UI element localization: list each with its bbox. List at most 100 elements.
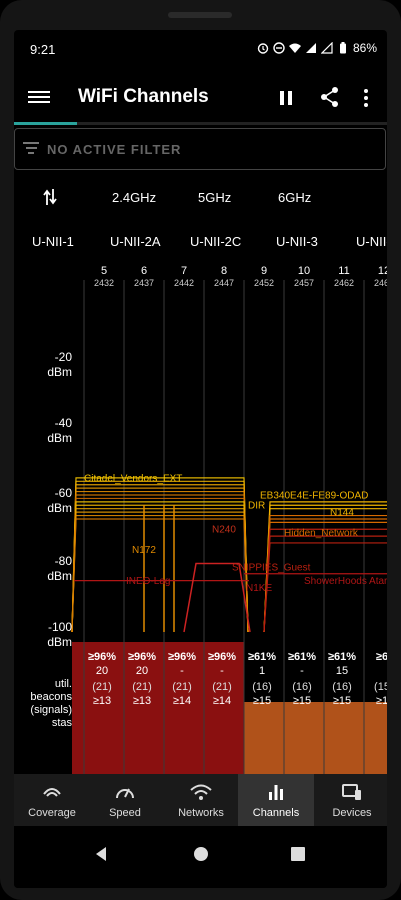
channel-number: 12 [378, 265, 387, 277]
network-label: N1KE [246, 583, 272, 594]
network-label: Citadel_Vendors_EXT [84, 473, 182, 484]
channel-freq: 2432 [94, 278, 114, 288]
util-percent: ≥96% [88, 651, 116, 663]
util-signals: (21) [212, 681, 232, 693]
sort-icon[interactable] [42, 188, 58, 206]
menu-icon[interactable] [28, 88, 50, 110]
y-label-minus100: -100 dBm [47, 620, 72, 649]
channel-number: 9 [261, 265, 267, 277]
nav-coverage[interactable]: Coverage [14, 774, 90, 826]
status-bar: 9:21 86% [14, 30, 387, 66]
util-stas: ≥13 [133, 695, 151, 707]
nav-coverage-label: Coverage [28, 807, 76, 819]
channel-number: 6 [141, 265, 147, 277]
channel-freq: 2467 [374, 278, 387, 288]
nav-networks[interactable]: Networks [163, 774, 239, 826]
util-beacons: - [180, 665, 184, 677]
battery-percent: 86% [352, 41, 377, 55]
subband-unii-1[interactable]: U-NII-1 [32, 234, 74, 249]
util-stas: ≥14 [173, 695, 191, 707]
util-signals: (15 [374, 681, 387, 693]
share-icon[interactable] [319, 86, 341, 108]
util-percent: ≥61% [288, 651, 316, 663]
page-title: WiFi Channels [78, 86, 209, 107]
wifi-status-icon [288, 43, 301, 53]
filter-field[interactable]: NO ACTIVE FILTER [14, 128, 386, 170]
wifi-icon [190, 784, 212, 800]
channel-number: 8 [221, 265, 227, 277]
util-beacons: 1 [259, 665, 265, 677]
home-icon[interactable] [193, 846, 209, 862]
band-5ghz[interactable]: 5GHz [198, 190, 232, 205]
nav-devices[interactable]: Devices [314, 774, 387, 826]
system-navigation [14, 826, 387, 888]
network-label: EB340E4E-FE89-ODAD [260, 490, 368, 501]
nav-channels-label: Channels [252, 807, 300, 819]
filter-icon [23, 142, 39, 156]
bottom-navigation: Coverage Speed Networks Channels Devices [14, 774, 387, 826]
nav-speed-label: Speed [109, 807, 141, 819]
coverage-icon [43, 788, 61, 797]
back-icon[interactable] [94, 846, 108, 862]
channel-freq: 2437 [134, 278, 154, 288]
alarm-icon [257, 43, 269, 54]
util-beacons: 20 [136, 665, 148, 677]
band-2-4ghz[interactable]: 2.4GHz [112, 190, 157, 205]
channel-number: 10 [298, 265, 310, 277]
util-percent: ≥61% [328, 651, 356, 663]
util-beacons: - [300, 665, 304, 677]
util-signals: (16) [252, 681, 272, 693]
pause-button[interactable] [276, 88, 298, 110]
nav-channels[interactable]: Channels [238, 774, 314, 826]
app-bar: WiFi Channels [14, 80, 387, 120]
signal-icon-2 [320, 42, 333, 54]
util-percent: ≥61% [248, 651, 276, 663]
y-label-minus60: -60 dBm [47, 486, 72, 515]
channel-freq: 2462 [334, 278, 354, 288]
devices-icon [342, 784, 361, 800]
signal-curve-24ghz [71, 477, 249, 633]
subband-unii-2a[interactable]: U-NII-2A [110, 234, 161, 249]
subband-unii-2c[interactable]: U-NII-2C [190, 234, 242, 249]
screen: 9:21 86% WiFi Channels [14, 30, 387, 888]
speaker-notch [168, 12, 232, 18]
channel-number: 11 [338, 265, 349, 277]
subband-unii-3[interactable]: U-NII-3 [276, 234, 318, 249]
util-stas: ≥1 [376, 695, 387, 707]
subband-row: U-NII-1 U-NII-2A U-NII-2C U-NII-3 U-NII-… [14, 228, 387, 256]
util-percent: ≥6 [376, 651, 387, 663]
util-signals: (16) [332, 681, 352, 693]
network-label: N144 [330, 508, 354, 519]
util-stas: ≥15 [253, 695, 271, 707]
band-6ghz[interactable]: 6GHz [278, 190, 312, 205]
nav-speed[interactable]: Speed [87, 774, 163, 826]
status-time: 9:21 [30, 42, 56, 57]
util-signals: (21) [92, 681, 112, 693]
channel-freq: 2452 [254, 278, 274, 288]
network-label: INEO-Lag [126, 576, 170, 587]
battery-icon [339, 42, 346, 54]
bar-chart-icon [269, 785, 283, 800]
util-beacons: 20 [96, 665, 108, 677]
util-stas: ≥15 [333, 695, 351, 707]
network-label: ShowerHoods Atari [304, 576, 387, 587]
recents-icon[interactable] [291, 847, 305, 861]
y-label-minus80: -80 dBm [47, 554, 72, 583]
scan-progress-bar [14, 122, 387, 125]
channel-chart[interactable]: 5243262437724428244792452102457112462122… [14, 260, 387, 806]
more-options-icon[interactable] [360, 86, 372, 108]
subband-unii-4[interactable]: U-NII-4 [356, 234, 387, 249]
util-stas: ≥13 [93, 695, 111, 707]
signal-curve-24ghz [71, 501, 249, 633]
nav-devices-label: Devices [332, 807, 372, 819]
network-label: N172 [132, 545, 156, 556]
status-icons: 86% [257, 41, 377, 55]
signal-curve-right [263, 542, 387, 633]
network-label: Hidden_Network [284, 528, 359, 539]
filter-text: NO ACTIVE FILTER [47, 142, 182, 157]
util-percent: ≥96% [128, 651, 156, 663]
nav-networks-label: Networks [178, 807, 224, 819]
signal-curve-24ghz [71, 518, 249, 633]
util-stas: ≥14 [213, 695, 231, 707]
